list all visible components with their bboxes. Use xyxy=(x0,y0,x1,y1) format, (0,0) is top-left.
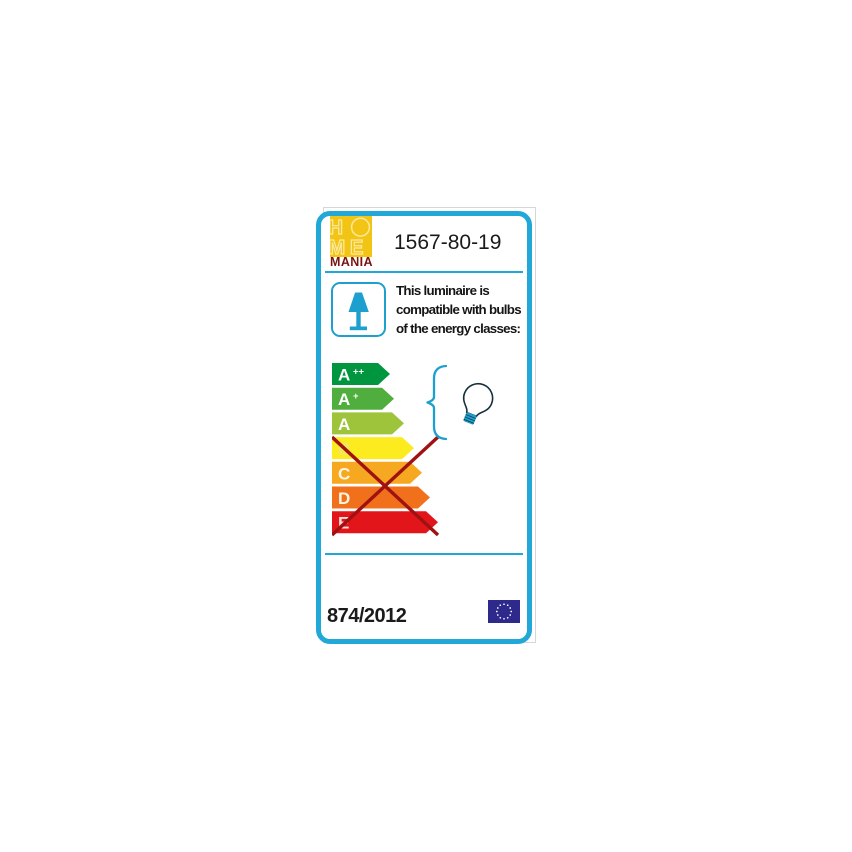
svg-text:A: A xyxy=(338,390,350,409)
svg-text:M: M xyxy=(330,237,345,257)
svg-text:A: A xyxy=(338,366,350,385)
svg-text:E: E xyxy=(350,237,363,257)
svg-text:D: D xyxy=(338,489,350,508)
svg-text:H: H xyxy=(330,217,343,239)
svg-text:C: C xyxy=(338,464,350,483)
svg-text:A: A xyxy=(338,415,350,434)
svg-text:++: ++ xyxy=(353,367,365,378)
svg-text:+: + xyxy=(353,391,359,402)
